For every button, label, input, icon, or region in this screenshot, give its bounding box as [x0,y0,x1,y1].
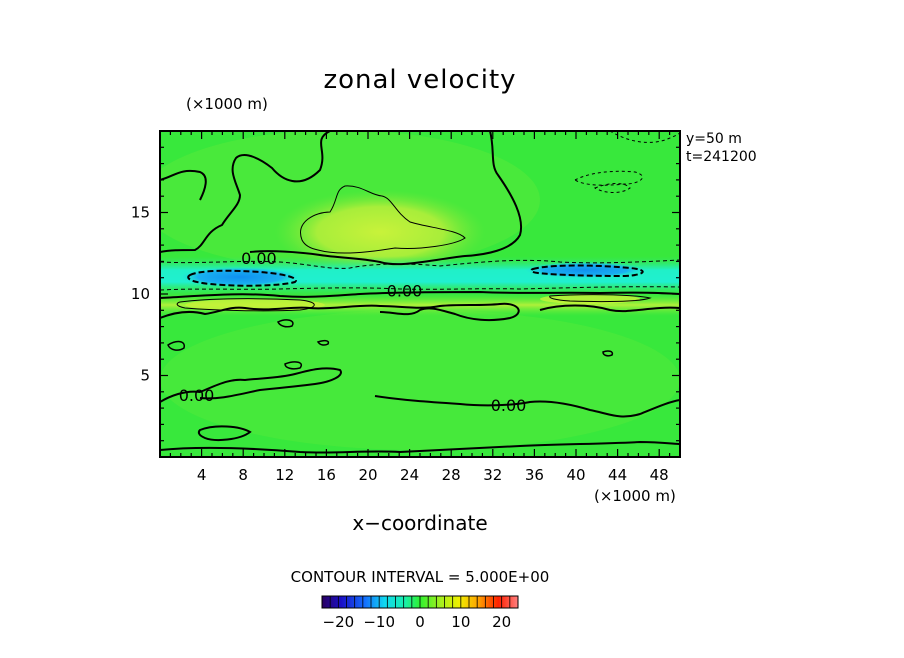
colorbar-tick-label: 20 [492,613,511,631]
colorbar-tick-label: −10 [363,613,395,631]
colorbar: −20 −10 0 10 20 [321,595,519,631]
contour-label: 0.00 [387,282,423,301]
negative-contour-upper [160,259,680,269]
positive-band-contour [176,294,652,312]
x-tick-label: 4 [197,466,207,484]
x-tick-label: 24 [400,466,419,484]
info-line-y: y=50 m [686,131,742,147]
zero-contour-middle [160,290,680,299]
contour-label: 0.00 [179,386,215,405]
x-tick-label: 8 [238,466,248,484]
contour-interval: CONTOUR INTERVAL = 5.000E+00 [291,568,550,586]
negative-blob-topright-2 [593,183,631,193]
colorbar-ticks: −20 −10 0 10 20 [323,596,511,631]
colorbar-tick-label: 10 [451,613,470,631]
x-tick-label: 12 [275,466,294,484]
positive-core [275,190,485,274]
y-tick-label: 15 [131,204,150,222]
colorbar-tick-label: 0 [415,613,425,631]
contour-label: 0.00 [491,396,527,415]
contour-lines [160,131,680,454]
y-tick-label: 5 [140,367,150,385]
x-tick-label: 16 [317,466,336,484]
zero-contour-band-lower [160,302,520,322]
contour-blob-6 [602,350,614,357]
info-line-t: t=241200 [686,149,757,165]
negative-core-left-contour [187,269,297,287]
y-tick-label: 10 [131,285,150,303]
x-tick-label: 28 [442,466,461,484]
contour-blob-4 [276,319,294,328]
contour-blob-2 [160,440,680,454]
x-tick-label: 48 [650,466,669,484]
zero-contour-lower [160,367,680,418]
colorbar-tick-label: −20 [323,613,355,631]
negative-contour-lower [160,286,680,291]
negative-blob-topright-1 [573,170,643,186]
x-tick-label: 44 [608,466,627,484]
zero-contour-upper [160,131,523,266]
negative-core-right-contour [530,264,644,278]
contour-label: 0.00 [241,249,277,268]
x-tick-label: 20 [358,466,377,484]
contour-blob-1 [197,425,252,441]
contour-blob-5 [316,339,330,346]
y-axis-unit: (×1000 m) [186,95,268,113]
zero-contour-band-right [539,304,680,313]
chart-title: zonal velocity [323,65,516,95]
contour-blob-3 [167,340,185,351]
contour-label-layer: 0.00 0.00 0.00 0.00 [179,249,527,415]
negative-contour-top-edge [609,131,680,143]
zero-contour-left-edge [160,170,207,201]
x-tick-label: 40 [566,466,585,484]
x-tick-label: 36 [525,466,544,484]
x-axis-unit: (×1000 m) [594,487,676,505]
positive-core-contour [300,185,466,254]
x-axis-label: x−coordinate [352,511,487,535]
x-tick-label: 32 [483,466,502,484]
contour-blob-7 [284,361,302,370]
